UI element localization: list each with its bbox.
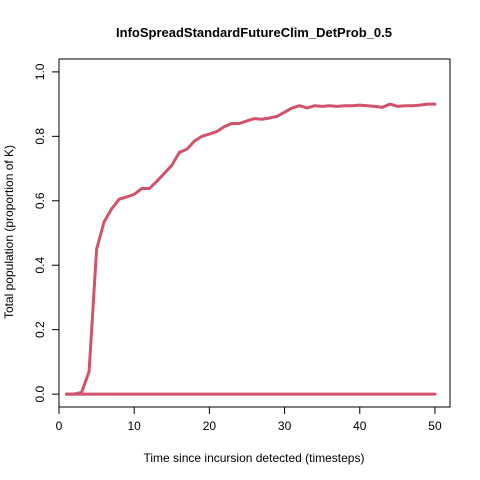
y-axis: 0.0 0.2 0.4 0.6 0.8 1.0 xyxy=(33,63,60,402)
series-line-1 xyxy=(65,102,437,396)
x-axis-label: Time since incursion detected (timesteps… xyxy=(144,451,365,465)
x-tick-label: 30 xyxy=(278,419,292,433)
y-axis-label: Total population (proportion of K) xyxy=(2,145,16,319)
y-tick-label: 0.6 xyxy=(33,192,47,209)
y-tick-label: 0.0 xyxy=(33,385,47,402)
x-tick-label: 20 xyxy=(203,419,217,433)
y-tick-label: 0.2 xyxy=(33,321,47,338)
x-tick-label: 0 xyxy=(56,419,63,433)
chart-title: InfoSpreadStandardFutureClim_DetProb_0.5 xyxy=(116,25,392,40)
plot-box xyxy=(58,58,451,408)
y-tick-label: 1.0 xyxy=(33,63,47,80)
x-tick-label: 50 xyxy=(428,419,442,433)
x-tick-label: 10 xyxy=(128,419,142,433)
x-axis: 0 10 20 30 40 50 xyxy=(56,406,442,433)
y-tick-label: 0.8 xyxy=(33,128,47,145)
series-layer xyxy=(65,102,437,396)
x-tick-label: 40 xyxy=(353,419,367,433)
y-tick-label: 0.4 xyxy=(33,257,47,274)
